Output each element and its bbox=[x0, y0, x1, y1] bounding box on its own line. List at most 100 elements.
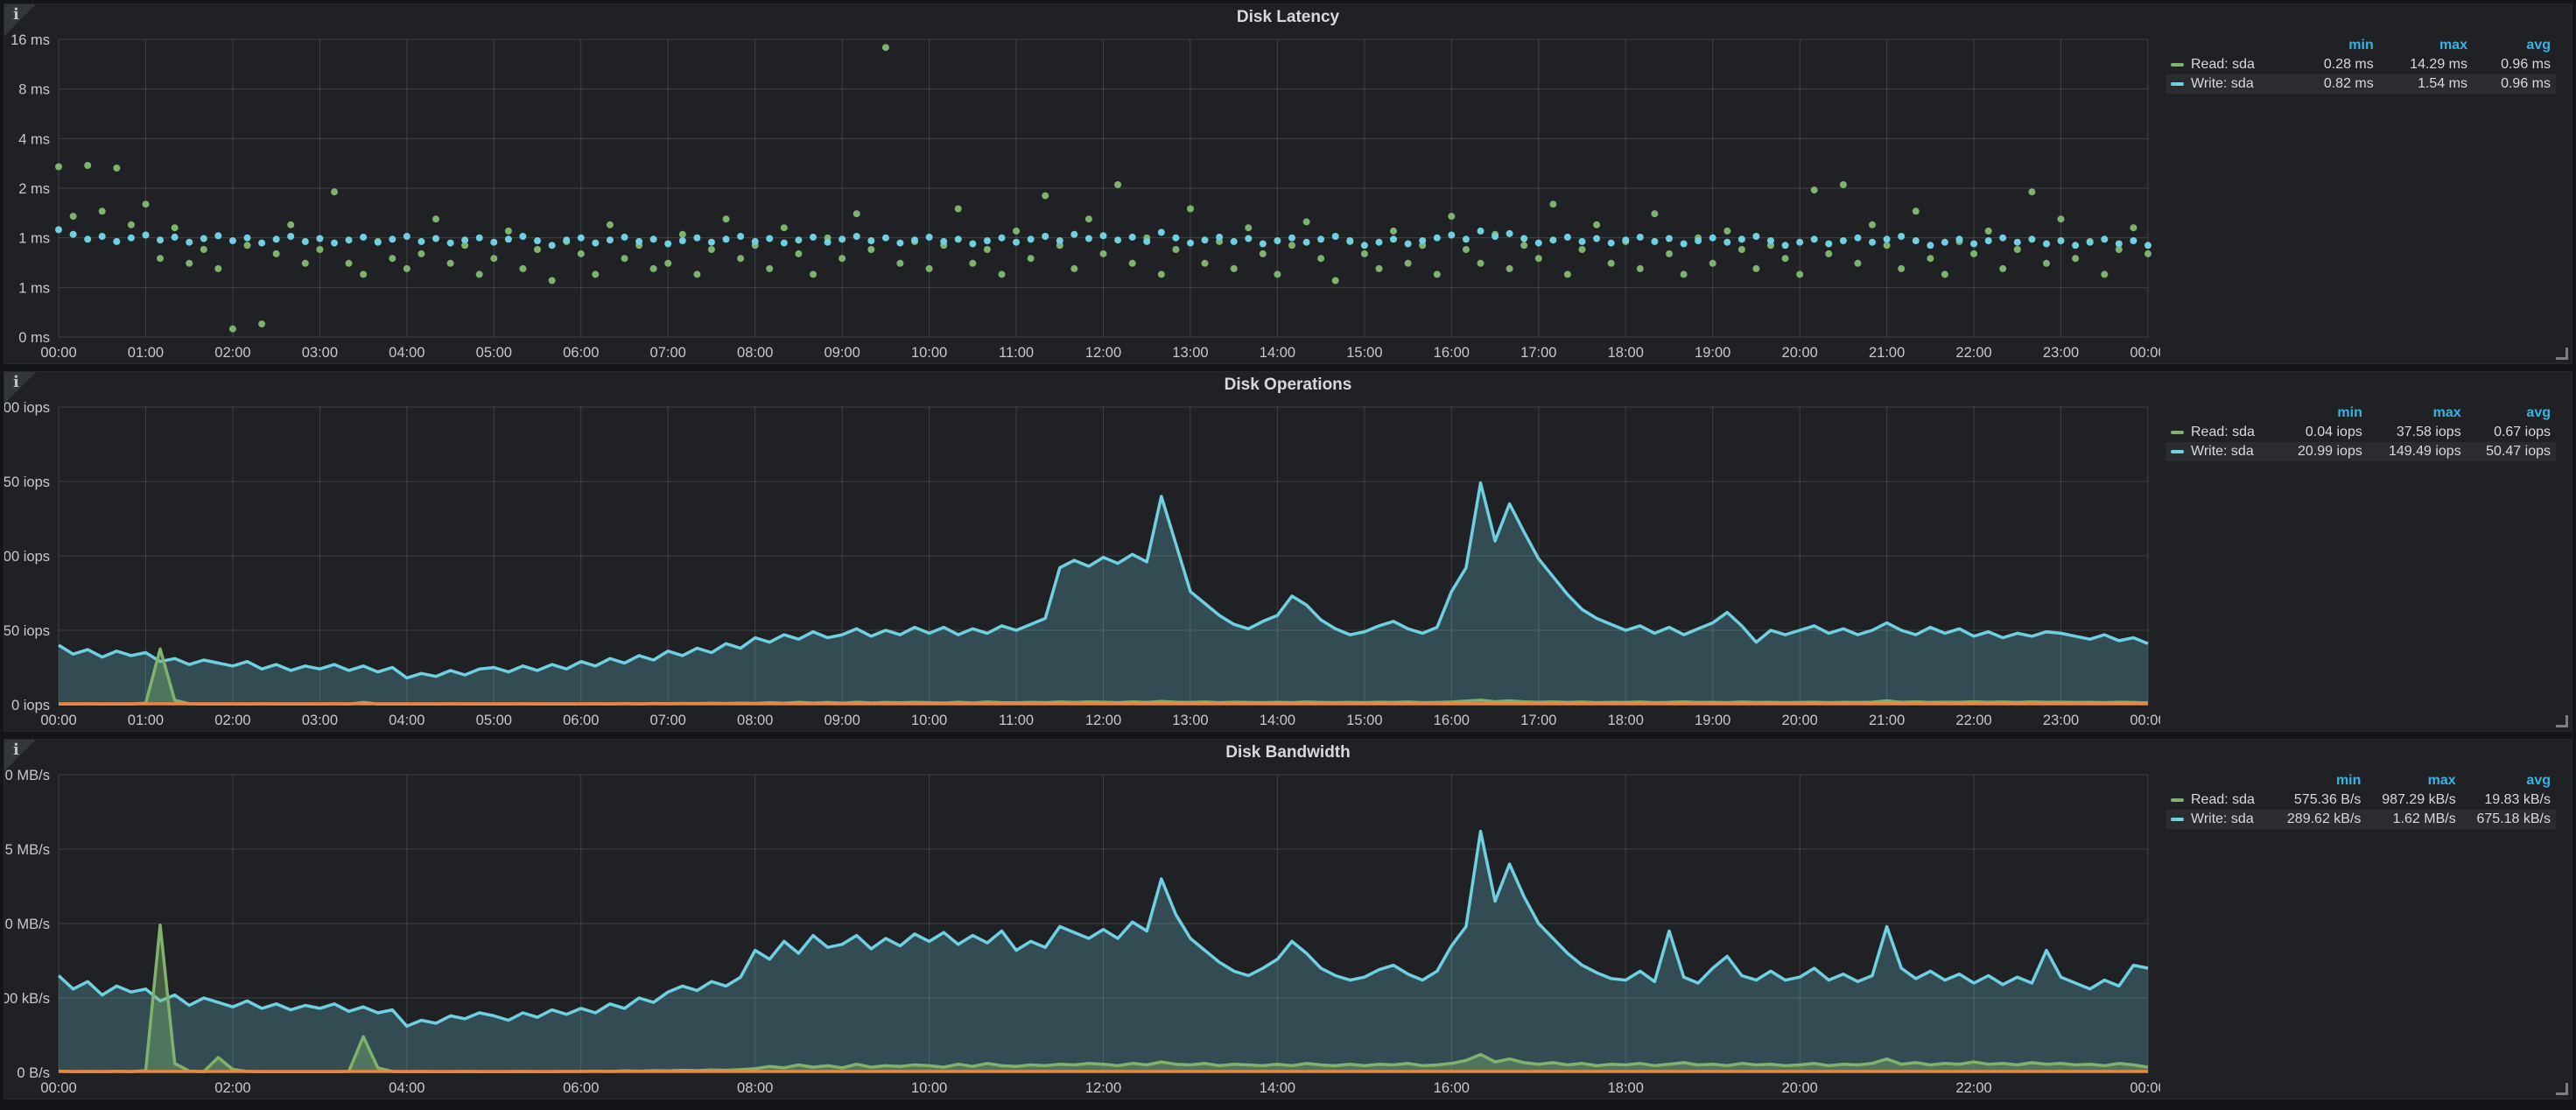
legend-swatch-write-icon[interactable] bbox=[2171, 817, 2184, 821]
x-axis-tick-label: 05:00 bbox=[476, 713, 512, 728]
panel-title[interactable]: Disk Latency bbox=[1236, 8, 1340, 26]
legend-series-label[interactable]: Write: sda bbox=[2165, 442, 2278, 461]
series-line-write bbox=[58, 481, 2149, 680]
x-axis-tick-label: 22:00 bbox=[1955, 1080, 1991, 1096]
legend-sort-avg[interactable]: avg bbox=[2526, 38, 2551, 53]
scatter-point-write bbox=[287, 233, 295, 240]
panel-resize-handle[interactable] bbox=[2556, 1083, 2568, 1095]
legend-series-label[interactable]: Read: sda bbox=[2165, 790, 2271, 810]
scatter-point-write bbox=[1825, 240, 1833, 248]
scatter-point-read bbox=[1128, 259, 1136, 267]
panel-disk-latency: i Disk Latency 16 ms 8 ms 4 ms 2 ms 1 ms 1 ms… bbox=[4, 4, 2572, 364]
scatter-point-write bbox=[1666, 235, 1673, 242]
scatter-point-write bbox=[1274, 237, 1281, 244]
legend-avg-value: 50.47 iops bbox=[2486, 444, 2551, 459]
legend-sort-min[interactable]: min bbox=[2335, 773, 2362, 788]
legend-max-value: 37.58 iops bbox=[2396, 425, 2461, 439]
scatter-point-write bbox=[853, 233, 860, 240]
scatter-point-read bbox=[2013, 246, 2021, 253]
legend-min-value: 575.36 B/s bbox=[2293, 792, 2362, 807]
x-axis-tick-label: 23:00 bbox=[2043, 345, 2079, 361]
x-axis-tick-label: 00:00 bbox=[40, 713, 76, 728]
scatter-point-read bbox=[1259, 249, 1267, 257]
x-axis-tick-label: 02:00 bbox=[214, 345, 250, 361]
legend-sort-avg[interactable]: avg bbox=[2526, 405, 2551, 420]
scatter-point-read bbox=[1941, 270, 1948, 278]
legend-swatch-write-icon[interactable] bbox=[2171, 81, 2184, 86]
x-axis-tick-label: 00:00 bbox=[2130, 713, 2160, 728]
legend-sort-avg[interactable]: avg bbox=[2526, 773, 2551, 788]
x-axis-tick-label: 11:00 bbox=[999, 345, 1034, 361]
scatter-point-write bbox=[1912, 237, 1920, 244]
legend-series-label[interactable]: Write: sda bbox=[2165, 74, 2296, 94]
scatter-point-write bbox=[1723, 238, 1731, 246]
scatter-point-write bbox=[490, 238, 498, 246]
y-axis-tick-label: 150 iops bbox=[4, 474, 50, 490]
scatter-point-write bbox=[316, 235, 324, 242]
scatter-point-write bbox=[2086, 238, 2094, 246]
x-axis-tick-label: 08:00 bbox=[737, 713, 773, 728]
scatter-point-read bbox=[228, 325, 236, 333]
scatter-point-write bbox=[548, 242, 556, 249]
scatter-point-read bbox=[998, 270, 1006, 278]
scatter-point-read bbox=[1578, 246, 1586, 253]
scatter-point-read bbox=[1839, 181, 1847, 188]
x-axis-tick-label: 18:00 bbox=[1608, 1080, 1644, 1096]
scatter-point-read bbox=[389, 255, 397, 263]
scatter-point-read bbox=[1984, 227, 1992, 235]
legend-max-value: 149.49 iops bbox=[2388, 444, 2461, 459]
scatter-point-write bbox=[1636, 233, 1644, 241]
legend-swatch-read-icon[interactable] bbox=[2171, 62, 2184, 67]
scatter-point-write bbox=[1360, 242, 1368, 249]
legend-sort-max[interactable]: max bbox=[2439, 38, 2467, 53]
info-icon[interactable]: i bbox=[13, 373, 19, 391]
legend-sort-min[interactable]: min bbox=[2348, 38, 2374, 53]
legend-series-label[interactable]: Write: sda bbox=[2165, 810, 2271, 829]
scatter-point-write bbox=[635, 237, 643, 245]
x-axis-tick-label: 14:00 bbox=[1260, 1080, 1295, 1096]
scatter-point-write bbox=[1883, 235, 1891, 243]
series-fill-write bbox=[59, 831, 2148, 1072]
legend-sort-max[interactable]: max bbox=[2427, 773, 2456, 788]
panel-info-corner[interactable] bbox=[4, 372, 36, 404]
x-axis-tick-label: 20:00 bbox=[1782, 1080, 1818, 1096]
y-axis-tick-label: 1.0 MB/s bbox=[4, 917, 50, 932]
legend-swatch-read-icon[interactable] bbox=[2171, 430, 2184, 434]
legend-header-row: min max avg bbox=[2165, 36, 2556, 55]
y-axis-tick-label: 1.5 MB/s bbox=[4, 842, 50, 858]
legend-max-value: 987.29 kB/s bbox=[2382, 792, 2456, 807]
y-axis-tick-label: 50 iops bbox=[4, 623, 50, 639]
panel-title[interactable]: Disk Bandwidth bbox=[1225, 743, 1351, 762]
scatter-point-write bbox=[1448, 231, 1456, 239]
panel-resize-handle[interactable] bbox=[2556, 715, 2568, 727]
disk-bandwidth-chart[interactable]: 2.0 MB/s1.5 MB/s1.0 MB/s500 kB/s0 B/s00:… bbox=[4, 766, 2160, 1099]
y-axis-tick-label: 8 ms bbox=[18, 82, 50, 98]
panel-info-corner[interactable] bbox=[4, 740, 36, 771]
scatter-point-write bbox=[722, 235, 730, 243]
disk-latency-legend: min max avg Read: sda 0.28 ms 14.29 ms 0.96 ms… bbox=[2160, 31, 2572, 363]
scatter-point-write bbox=[563, 236, 571, 244]
scatter-point-read bbox=[867, 246, 875, 253]
panel-title[interactable]: Disk Operations bbox=[1224, 376, 1352, 394]
legend-swatch-read-icon[interactable] bbox=[2171, 797, 2184, 802]
legend-sort-max[interactable]: max bbox=[2432, 405, 2461, 420]
legend-series-label[interactable]: Read: sda bbox=[2165, 55, 2296, 74]
scatter-point-write bbox=[621, 233, 628, 241]
info-icon[interactable]: i bbox=[13, 5, 19, 24]
scatter-point-read bbox=[2115, 246, 2123, 253]
legend-swatch-write-icon[interactable] bbox=[2171, 449, 2184, 453]
info-icon[interactable]: i bbox=[13, 741, 19, 759]
scatter-point-write bbox=[171, 233, 179, 241]
scatter-point-write bbox=[228, 237, 236, 244]
y-axis-tick-label: 100 iops bbox=[4, 549, 50, 565]
scatter-point-read bbox=[707, 246, 715, 253]
panel-info-corner[interactable] bbox=[4, 4, 36, 36]
scatter-point-write bbox=[461, 236, 469, 244]
scatter-point-write bbox=[2130, 237, 2137, 244]
scatter-point-write bbox=[1114, 236, 1122, 244]
legend-sort-min[interactable]: min bbox=[2337, 405, 2362, 420]
legend-series-label[interactable]: Read: sda bbox=[2165, 423, 2278, 442]
panel-resize-handle[interactable] bbox=[2556, 348, 2568, 360]
